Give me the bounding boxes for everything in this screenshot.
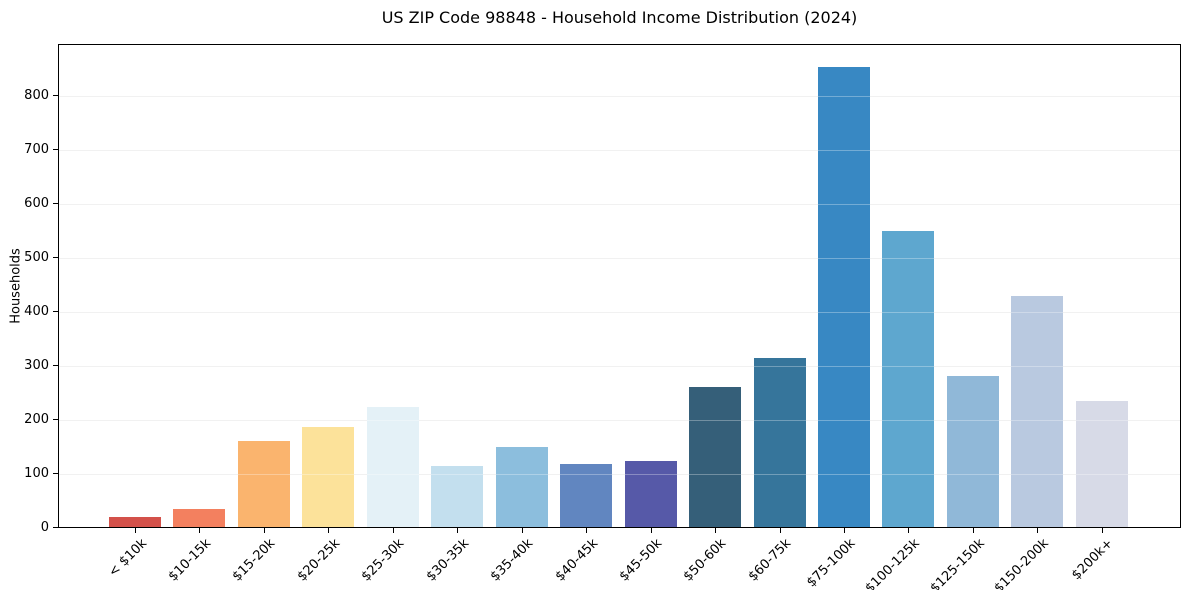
gridline-overlay-100 — [59, 473, 1180, 475]
x-tick-mark-10 — [780, 528, 781, 533]
x-tick-mark-5 — [457, 528, 458, 533]
gridline-600 — [59, 203, 1180, 205]
bar--45-50k — [625, 461, 677, 527]
bar--125-150k — [947, 376, 999, 527]
x-tick-mark-9 — [715, 528, 716, 533]
chart-title: US ZIP Code 98848 - Household Income Dis… — [381, 8, 858, 27]
bar--200k+ — [1076, 401, 1128, 527]
x-tick-label-11: $75-100k — [804, 536, 859, 590]
plot-area — [58, 44, 1181, 528]
x-tick-mark-11 — [844, 528, 845, 533]
x-tick-label-9: $50-60k — [681, 536, 730, 585]
y-tick-mark-400 — [53, 310, 58, 312]
gridline-200 — [59, 419, 1180, 421]
y-tick-label-200: 200 — [24, 411, 49, 427]
bar--150-200k — [1011, 296, 1063, 527]
bar--30-35k — [431, 466, 483, 527]
bar--15-20k — [238, 441, 290, 527]
y-tick-mark-200 — [53, 418, 58, 420]
y-tick-label-600: 600 — [24, 195, 49, 211]
gridline-400 — [59, 311, 1180, 313]
x-tick-label-0: < $10k — [105, 536, 150, 581]
y-tick-label-800: 800 — [24, 87, 49, 103]
x-tick-mark-3 — [328, 528, 329, 533]
x-tick-mark-13 — [973, 528, 974, 533]
bar--40-45k — [560, 464, 612, 527]
y-tick-mark-100 — [53, 472, 58, 474]
y-tick-mark-800 — [53, 94, 58, 96]
x-tick-label-7: $40-45k — [552, 536, 601, 585]
y-tick-mark-600 — [53, 202, 58, 204]
bar--100-125k — [882, 231, 934, 527]
x-tick-mark-6 — [522, 528, 523, 533]
y-tick-mark-0 — [53, 527, 58, 528]
bar--75-100k — [818, 67, 870, 527]
bar--60-75k — [754, 358, 806, 527]
x-tick-label-4: $25-30k — [358, 536, 408, 585]
bar--25-30k — [367, 407, 419, 527]
bar--50-60k — [689, 387, 741, 527]
y-tick-mark-300 — [53, 364, 58, 366]
x-tick-mark-0 — [135, 528, 136, 533]
x-tick-mark-1 — [199, 528, 200, 533]
gridline-500 — [59, 257, 1180, 259]
gridline-700 — [59, 149, 1180, 151]
y-tick-label-500: 500 — [24, 249, 49, 265]
x-tick-label-10: $60-75k — [745, 536, 795, 585]
bar--20-25k — [302, 427, 354, 527]
y-tick-label-400: 400 — [24, 303, 49, 319]
gridline-300 — [59, 365, 1180, 367]
bar--35-40k — [496, 447, 548, 527]
x-tick-label-2: $15-20k — [230, 536, 279, 585]
gridline-overlay-200 — [59, 419, 1180, 421]
gridline-overlay-500 — [59, 257, 1180, 259]
x-tick-mark-8 — [651, 528, 652, 533]
x-tick-label-3: $20-25k — [294, 536, 343, 585]
y-tick-label-300: 300 — [24, 357, 49, 373]
gridline-overlay-600 — [59, 203, 1180, 205]
gridline-overlay-400 — [59, 311, 1180, 313]
gridline-800 — [59, 95, 1180, 97]
bar--10-15k — [173, 509, 225, 527]
x-tick-label-8: $45-50k — [616, 536, 666, 585]
x-tick-mark-15 — [1102, 528, 1103, 533]
x-tick-mark-14 — [1037, 528, 1038, 533]
x-tick-mark-7 — [586, 528, 587, 533]
x-tick-label-1: $10-15k — [165, 536, 215, 585]
gridline-overlay-700 — [59, 149, 1180, 151]
y-tick-label-0: 0 — [40, 520, 49, 535]
x-tick-label-12: $100-125k — [862, 536, 924, 590]
x-tick-mark-12 — [908, 528, 909, 533]
bar--10k — [109, 517, 161, 527]
x-tick-mark-2 — [264, 528, 265, 533]
y-tick-mark-700 — [53, 148, 58, 150]
y-tick-label-700: 700 — [24, 141, 49, 157]
gridline-overlay-800 — [59, 95, 1180, 97]
y-tick-mark-500 — [53, 256, 58, 258]
x-tick-label-14: $150-200k — [991, 536, 1052, 590]
gridline-100 — [59, 473, 1180, 475]
x-tick-label-15: $200k+ — [1069, 536, 1117, 584]
x-tick-mark-4 — [393, 528, 394, 533]
x-tick-label-6: $35-40k — [487, 536, 537, 585]
gridline-overlay-300 — [59, 365, 1180, 367]
x-tick-label-5: $30-35k — [423, 536, 472, 585]
y-tick-label-100: 100 — [24, 465, 49, 481]
x-tick-label-13: $125-150k — [927, 536, 988, 590]
